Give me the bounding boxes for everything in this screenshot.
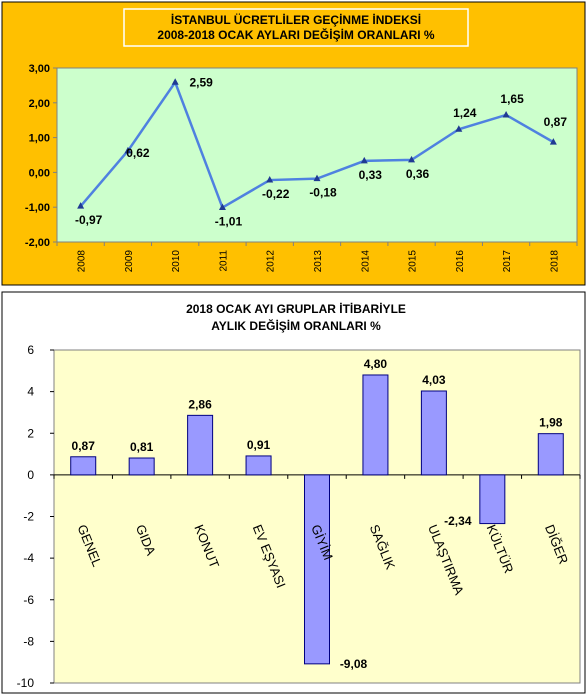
line-point <box>360 156 368 164</box>
line-data-label: 0,33 <box>359 168 383 182</box>
line-x-tick-label: 2008 <box>77 250 88 273</box>
line-point <box>313 174 321 182</box>
bar-y-tick-label: 2 <box>27 426 34 440</box>
line-data-label: 0,62 <box>126 146 150 160</box>
bar <box>70 456 97 476</box>
line-point <box>77 202 85 209</box>
line-x-tick-label: 2016 <box>455 250 466 273</box>
line-data-label: -0,18 <box>309 186 337 200</box>
line-x-tick-label: 2009 <box>124 250 135 273</box>
bar-y-tick-label: -10 <box>17 676 35 690</box>
bar-y-tick-label: 0 <box>27 468 34 482</box>
bar-data-label: 2,86 <box>188 397 212 411</box>
line-x-tick-label: 2011 <box>218 250 229 272</box>
line-point <box>124 146 132 154</box>
line-y-tick-label: 1,00 <box>29 133 50 145</box>
line-data-label: 1,65 <box>500 92 524 106</box>
line-x-tick-label: 2015 <box>408 250 419 273</box>
bar-data-label: -9,08 <box>340 657 368 671</box>
line-x-tick-label: 2017 <box>502 250 513 273</box>
line-x-tick-label: 2014 <box>360 250 371 273</box>
line-y-tick-label: -1,00 <box>25 202 50 214</box>
line-point <box>502 110 510 118</box>
line-point <box>408 155 416 163</box>
bar <box>537 433 564 476</box>
line-chart-plot-area <box>56 67 578 243</box>
bar <box>479 474 506 525</box>
bar-y-tick-label: 6 <box>27 343 34 357</box>
line-y-tick-label: 0,00 <box>29 167 50 179</box>
bar-data-label: 0,81 <box>130 440 154 454</box>
line-data-label: -1,01 <box>215 215 243 229</box>
bar <box>304 474 330 665</box>
bar <box>420 390 447 476</box>
line-point <box>549 138 557 145</box>
bar-data-label: 4,80 <box>364 357 388 371</box>
line-point <box>218 203 226 211</box>
line-point <box>171 78 179 85</box>
bar-y-tick-label: -4 <box>23 551 34 565</box>
line-chart-title-line1: İSTANBUL ÜCRETLİLER GEÇİNME İNDEKSİ <box>171 12 421 27</box>
line-chart-title-box <box>123 8 469 47</box>
bar-data-label: -2,34 <box>444 514 472 528</box>
line-data-label: -0,97 <box>75 213 103 227</box>
bar-y-tick-label: -6 <box>23 593 34 607</box>
bar-chart-title-line1: 2018 OCAK AYI GRUPLAR İTİBARİYLE <box>186 301 406 316</box>
bar-data-label: 0,87 <box>72 439 96 453</box>
bar-y-tick-label: -2 <box>23 510 34 524</box>
line-data-label: 0,87 <box>544 115 568 129</box>
line-x-tick-label: 2012 <box>266 250 277 273</box>
bar-y-tick-label: 4 <box>27 385 34 399</box>
line-data-label: 0,36 <box>406 167 430 181</box>
line-chart: İSTANBUL ÜCRETLİLER GEÇİNME İNDEKSİ 2008… <box>1 1 586 286</box>
bar-y-tick-label: -8 <box>23 634 34 648</box>
line-point <box>455 125 463 132</box>
line-x-tick-label: 2013 <box>313 250 324 273</box>
line-y-tick-label: 3,00 <box>29 63 50 75</box>
bar-chart-title-line2: AYLIK DEĞİŞİM ORANLARI % <box>211 318 381 333</box>
bar <box>362 374 389 476</box>
line-x-tick-label: 2018 <box>549 250 560 273</box>
line-data-label: -0,22 <box>262 187 290 201</box>
line-data-label: 2,59 <box>190 75 214 89</box>
bar <box>128 457 155 476</box>
bar <box>187 414 214 476</box>
line-y-tick-label: 2,00 <box>29 98 50 110</box>
bar <box>245 455 272 476</box>
bar-data-label: 4,03 <box>422 373 446 387</box>
line-data-label: 1,24 <box>453 106 477 120</box>
line-chart-title-line2: 2008-2018 OCAK AYLARI DEĞİŞİM ORANLARI % <box>157 27 435 42</box>
line-point <box>266 176 274 183</box>
bar-data-label: 0,91 <box>247 438 271 452</box>
bar-data-label: 1,98 <box>539 416 563 430</box>
line-y-tick-label: -2,00 <box>25 237 50 249</box>
line-x-tick-label: 2010 <box>171 250 182 273</box>
bar-chart: 2018 OCAK AYI GRUPLAR İTİBARİYLE AYLIK D… <box>1 291 586 694</box>
